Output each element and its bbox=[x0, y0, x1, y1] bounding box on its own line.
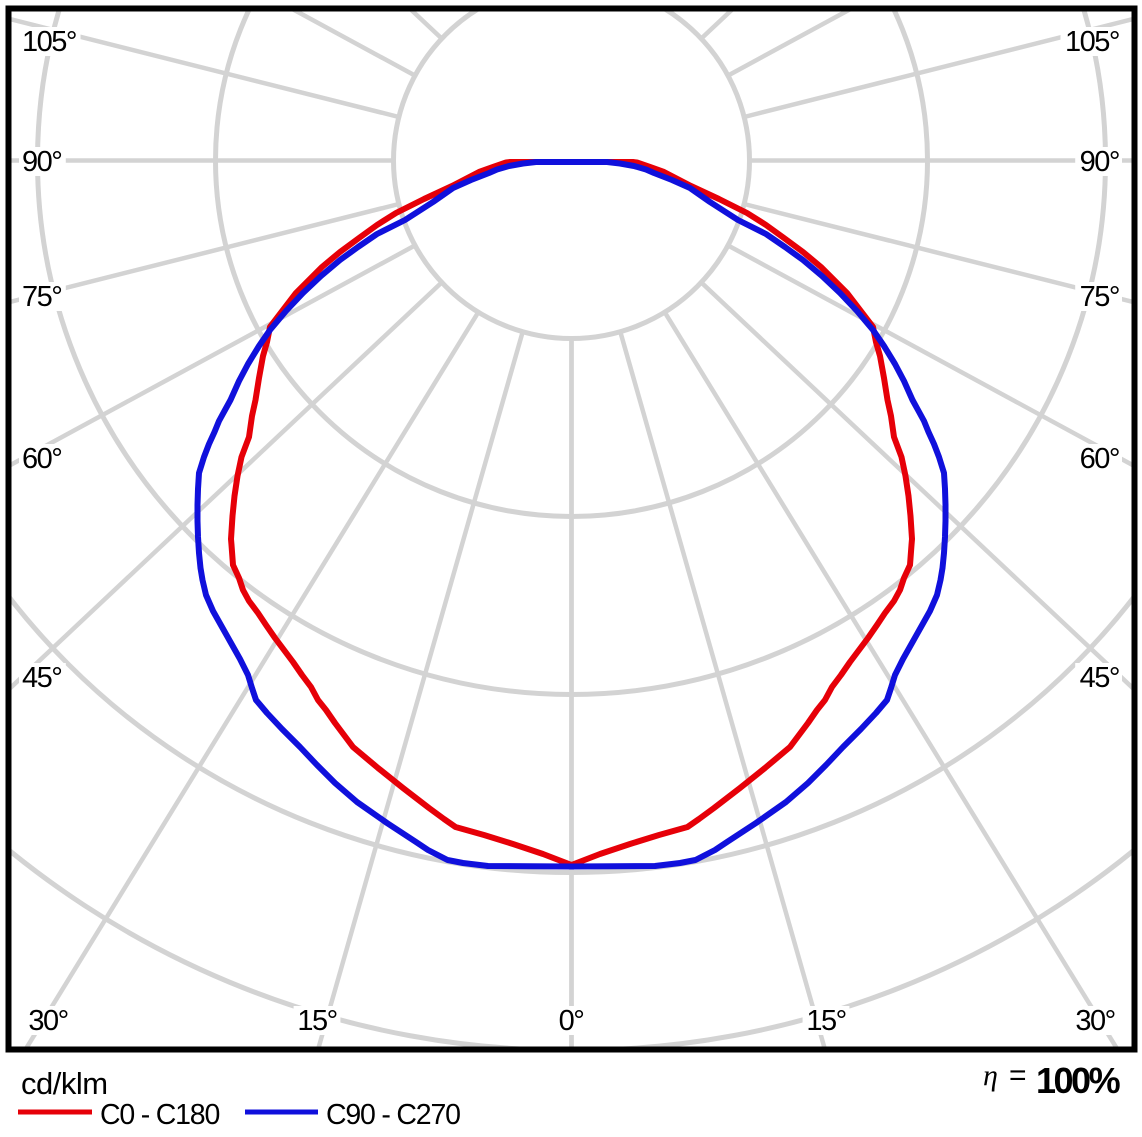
svg-text:C90 - C270: C90 - C270 bbox=[326, 1099, 460, 1131]
svg-text:cd/klm: cd/klm bbox=[21, 1066, 108, 1101]
svg-text:90°: 90° bbox=[22, 146, 61, 178]
svg-text:30°: 30° bbox=[1075, 1005, 1114, 1037]
svg-text:15°: 15° bbox=[297, 1005, 336, 1037]
svg-text:105°: 105° bbox=[22, 26, 76, 58]
svg-text:30°: 30° bbox=[28, 1005, 67, 1037]
svg-text:45°: 45° bbox=[1080, 662, 1119, 694]
svg-text:60°: 60° bbox=[22, 443, 61, 475]
svg-text:45°: 45° bbox=[22, 662, 61, 694]
svg-text:0°: 0° bbox=[559, 1005, 584, 1037]
svg-text:15°: 15° bbox=[806, 1005, 845, 1037]
svg-text:75°: 75° bbox=[22, 281, 61, 313]
svg-text:η: η bbox=[983, 1059, 998, 1092]
svg-text:105°: 105° bbox=[1065, 26, 1119, 58]
svg-text:C0 - C180: C0 - C180 bbox=[100, 1099, 219, 1131]
svg-text:=: = bbox=[1009, 1059, 1027, 1092]
svg-text:60°: 60° bbox=[1080, 443, 1119, 475]
svg-text:100%: 100% bbox=[1036, 1060, 1121, 1101]
svg-text:75°: 75° bbox=[1080, 281, 1119, 313]
svg-text:90°: 90° bbox=[1080, 146, 1119, 178]
